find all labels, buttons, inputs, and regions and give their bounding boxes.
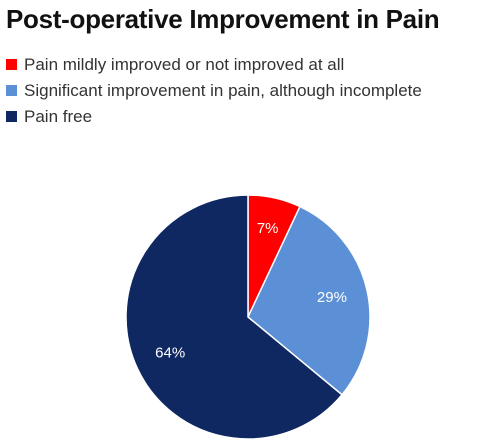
legend-label-pain-free: Pain free: [24, 106, 93, 126]
pie-slice-pain-free: [125, 194, 344, 440]
pie-slice-significant: [247, 205, 371, 396]
legend-swatch-pain-free: [6, 111, 17, 122]
legend-swatch-mild: [6, 59, 17, 70]
legend-item-mild: Pain mildly improved or not improved at …: [6, 52, 422, 77]
legend-swatch-significant: [6, 85, 17, 96]
legend-label-significant: Significant improvement in pain, althoug…: [24, 80, 422, 100]
legend-label-mild: Pain mildly improved or not improved at …: [24, 54, 345, 74]
pie-label-mild: 7%: [257, 220, 279, 237]
pie-label-pain-free: 64%: [155, 345, 185, 362]
chart-title: Post-operative Improvement in Pain: [6, 4, 440, 34]
legend-item-significant: Significant improvement in pain, althoug…: [6, 78, 422, 103]
chart-legend: Pain mildly improved or not improved at …: [6, 52, 422, 130]
pie-label-significant: 29%: [317, 289, 347, 306]
legend-item-pain-free: Pain free: [6, 104, 422, 129]
